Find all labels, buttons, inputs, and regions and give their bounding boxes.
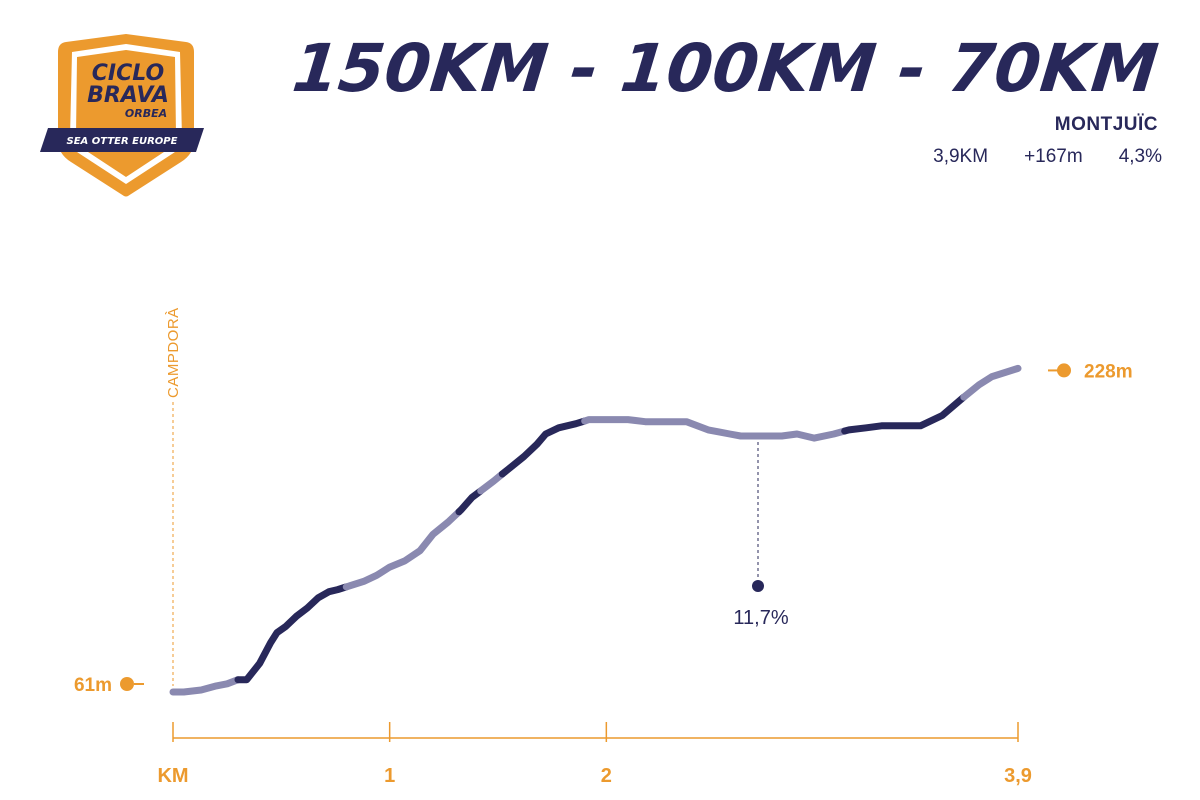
start-elevation-label: 61m	[74, 675, 112, 696]
end-elevation-label: 228m	[1084, 361, 1133, 382]
profile-segment-easy	[169, 676, 242, 696]
x-tick-label: 2	[601, 765, 612, 787]
start-elevation-dot	[120, 677, 134, 691]
profile-segment-steep	[841, 393, 968, 435]
logo-line1: CICLO	[92, 61, 164, 86]
profile-segment-steep	[234, 583, 350, 684]
start-location-label: CAMPDORÀ	[165, 307, 182, 398]
profile-segment-easy	[342, 508, 463, 591]
x-tick-label: 1	[384, 765, 395, 787]
end-elevation-dot	[1057, 363, 1071, 378]
logo-line2: BRAVA	[87, 83, 169, 108]
x-tick-label: 3,9	[1004, 765, 1032, 787]
stat-elevation-gain: +167m	[1024, 146, 1083, 167]
stat-distance: 3,9KM	[933, 146, 989, 167]
profile-segment-easy	[960, 364, 1022, 401]
profile-segment-easy	[477, 470, 506, 495]
climb-name: MONTJUÏC	[1054, 114, 1158, 135]
logo-banner: SEA OTTER EUROPE	[67, 136, 178, 147]
profile-segment-easy	[581, 416, 849, 442]
stat-avg-gradient: 4,3%	[1118, 146, 1162, 167]
max-gradient-dot	[752, 580, 764, 592]
ciclo-brava-logo: CICLO BRAVA ORBEA SEA OTTER EUROPE	[40, 34, 204, 197]
x-tick-label: KM	[157, 765, 188, 787]
climb-stats: 3,9KM +167m 4,3%	[933, 146, 1162, 168]
profile-segment-steep	[498, 417, 589, 478]
logo-brand: ORBEA	[125, 107, 167, 120]
max-gradient-label: 11,7%	[733, 607, 788, 629]
profile-segment-steep	[455, 487, 485, 516]
